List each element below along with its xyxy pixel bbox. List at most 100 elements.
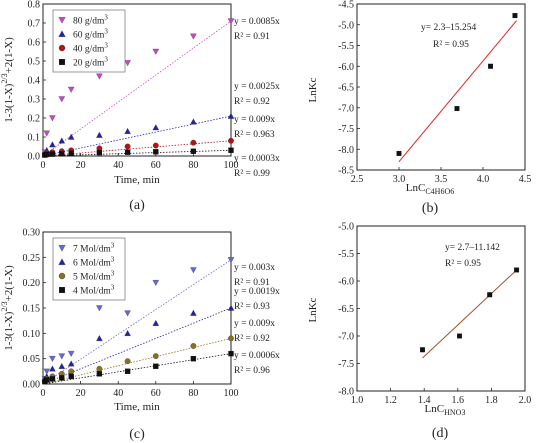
x-tick-label: 1.4 xyxy=(418,395,431,406)
x-tick-label: 1.0 xyxy=(351,395,364,406)
r2-value: R² = 0.92 xyxy=(234,334,270,344)
data-point xyxy=(49,115,56,122)
data-point xyxy=(58,362,66,369)
y-axis-label-a: 1-3(1-X)2/3+2(1-X) xyxy=(0,37,15,123)
data-point xyxy=(59,151,65,157)
r2-value: R² = 0.92 xyxy=(234,97,270,107)
y-tick-label: 0.1 xyxy=(28,133,41,144)
data-point xyxy=(227,257,235,264)
x-tick-label: 100 xyxy=(224,388,239,399)
y-tick-label: 0.3 xyxy=(28,95,41,106)
fit-equation: y = 0.0003x xyxy=(234,154,280,164)
x-axis-label-a: Time, min xyxy=(114,174,160,186)
x-tick-label: 0 xyxy=(41,388,46,399)
data-point xyxy=(512,13,518,19)
y-tick-label: 0.30 xyxy=(23,228,41,239)
y-axis-label-c: 1-3(1-X)2/3+2(1-X) xyxy=(0,265,15,351)
data-point xyxy=(68,373,74,380)
x-tick-label: 2.5 xyxy=(351,174,364,185)
data-point xyxy=(152,124,160,131)
r2-b: R² = 0.95 xyxy=(433,40,469,50)
fit-line xyxy=(42,20,232,157)
panel-c: 0 20 40 60 80 100 0.00 0.05 0.10 0.15 0.20 0.25 0.30… xyxy=(0,228,280,443)
fit-line xyxy=(398,20,517,163)
data-point xyxy=(228,147,234,153)
y-axis-label-d: LnKc xyxy=(307,297,319,322)
y-tick-label: 0.6 xyxy=(28,38,41,49)
legend-label: 20 g/dm3 xyxy=(73,56,108,69)
y-tick-label: -6.5 xyxy=(338,83,354,94)
y-tick-label: 0.5 xyxy=(28,57,41,68)
y-tick-label: -8.0 xyxy=(338,145,354,156)
fit-equation-b: y= 2.3–15.254 xyxy=(421,23,476,33)
fit-equation: y = 0.009x xyxy=(234,115,275,125)
y-tick-label: 0.05 xyxy=(23,354,41,365)
panel-label-a: (a) xyxy=(129,198,145,213)
legend-marker xyxy=(58,44,66,52)
data-point xyxy=(96,131,103,138)
r2-value: R² = 0.99 xyxy=(234,169,270,179)
x-tick-label: 40 xyxy=(113,388,123,399)
y-tick-label: -5.0 xyxy=(338,222,354,233)
data-point xyxy=(152,319,160,326)
y-tick-label: -8.5 xyxy=(338,166,354,177)
x-tick-label: 1.6 xyxy=(452,395,465,406)
x-axis-label-c: Time, min xyxy=(114,401,160,413)
data-point xyxy=(124,310,131,317)
x-tick-label: 80 xyxy=(188,388,198,399)
y-tick-label: -8.0 xyxy=(338,387,354,398)
data-point xyxy=(487,292,493,298)
data-point xyxy=(67,86,75,93)
y-tick-label: -5.5 xyxy=(338,249,354,260)
data-point xyxy=(227,18,235,25)
x-tick-label: 1.2 xyxy=(384,395,397,406)
fit-line xyxy=(422,269,517,359)
data-point xyxy=(49,376,56,382)
legend-marker xyxy=(58,258,66,265)
legend-marker xyxy=(58,272,66,280)
data-point xyxy=(228,350,234,357)
y-tick-label: -5.5 xyxy=(338,41,354,52)
data-point xyxy=(152,353,159,360)
data-point xyxy=(153,363,159,369)
data-point xyxy=(96,365,103,372)
y-tick-label: 0.7 xyxy=(28,19,41,30)
data-point xyxy=(396,150,402,156)
r2-d: R² = 0.95 xyxy=(445,259,481,269)
data-point xyxy=(124,358,131,365)
fit-line xyxy=(42,115,232,157)
data-point xyxy=(190,148,197,154)
data-point xyxy=(420,347,425,353)
legend-label: 80 g/dm3 xyxy=(73,14,108,27)
data-point xyxy=(58,353,66,360)
panel-label-d: (d) xyxy=(432,426,449,441)
data-point xyxy=(228,335,234,342)
r2-value: R² = 0.96 xyxy=(234,366,270,376)
r2-value: R² = 0.93 xyxy=(234,302,270,312)
y-tick-label: 0.25 xyxy=(23,253,41,264)
y-tick-label: -7.0 xyxy=(338,332,354,343)
y-tick-label: -7.0 xyxy=(338,103,354,114)
data-point xyxy=(190,267,197,274)
data-point xyxy=(454,106,460,112)
legend-marker xyxy=(58,245,66,252)
legend-label: 7 Mol/dm3 xyxy=(73,242,115,255)
y-tick-label: 0.0 xyxy=(28,152,41,163)
data-point xyxy=(44,151,50,158)
data-point xyxy=(190,118,197,125)
legend-label: 40 g/dm3 xyxy=(73,42,108,55)
x-tick-label: 100 xyxy=(224,160,239,171)
data-point xyxy=(190,139,197,146)
legend-box xyxy=(52,237,126,301)
data-point xyxy=(190,309,197,316)
y-tick-label: -5.0 xyxy=(338,20,354,31)
data-point xyxy=(227,304,235,311)
data-point xyxy=(514,267,520,273)
panel-b: 2.5 3.0 3.5 4.0 4.5 -8.5 -8.0 -7.5 -7.0 -6.5 -6.0 -… xyxy=(307,0,531,216)
data-point xyxy=(190,343,197,349)
data-point xyxy=(124,143,131,150)
panel-d: 1.0 1.2 1.4 1.6 1.8 2.0 -8.0 -7.5 -7.0 -6.5 -6.0 -5… xyxy=(307,222,531,442)
